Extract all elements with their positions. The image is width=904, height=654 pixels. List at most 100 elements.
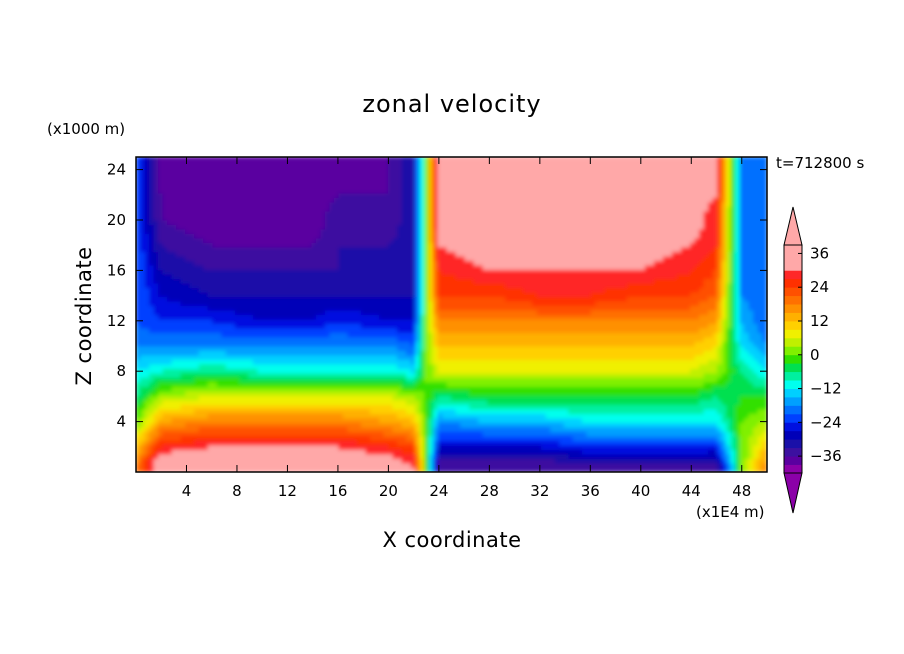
heatmap-cell (275, 372, 281, 378)
heatmap-cell (595, 458, 601, 464)
heatmap-cell (671, 458, 678, 464)
heatmap-cell (514, 345, 520, 351)
heatmap-cell (559, 327, 565, 333)
heatmap-cell (446, 332, 452, 338)
heatmap-cell (721, 399, 727, 405)
heatmap-cell (572, 417, 579, 423)
heatmap-cell (446, 440, 452, 446)
heatmap-cell (572, 386, 579, 392)
heatmap-cell (293, 309, 299, 315)
heatmap-cell (500, 309, 506, 315)
heatmap-cell (617, 327, 624, 333)
heatmap-cell (595, 404, 601, 410)
heatmap-cell (622, 399, 628, 405)
heatmap-cell (613, 462, 619, 468)
heatmap-cell (297, 359, 304, 365)
heatmap-cell (451, 399, 457, 405)
heatmap-cell (338, 309, 344, 315)
heatmap-cell (136, 390, 141, 396)
heatmap-cell (410, 444, 416, 450)
heatmap-cell (757, 354, 763, 360)
heatmap-cell (397, 395, 403, 401)
heatmap-cell (388, 309, 394, 315)
heatmap-cell (257, 453, 263, 459)
heatmap-cell (320, 377, 326, 383)
heatmap-cell (419, 431, 425, 437)
heatmap-cell (717, 368, 723, 374)
heatmap-cell (658, 399, 664, 405)
heatmap-cell (698, 323, 705, 329)
heatmap-cell (243, 404, 250, 410)
heatmap-cell (617, 458, 624, 464)
heatmap-cell (487, 408, 493, 414)
heatmap-cell (622, 327, 628, 333)
heatmap-cell (532, 462, 538, 468)
heatmap-cell (275, 426, 281, 432)
heatmap-cell (167, 431, 173, 437)
heatmap-cell (198, 372, 205, 378)
heatmap-cell (487, 309, 493, 315)
heatmap-cell (401, 309, 407, 315)
heatmap-cell (446, 341, 452, 347)
heatmap-cell (455, 327, 461, 333)
heatmap-cell (401, 345, 407, 351)
heatmap-cell (735, 435, 741, 441)
heatmap-cell (658, 422, 664, 428)
heatmap-cell (189, 368, 195, 374)
heatmap-cell (185, 404, 191, 410)
heatmap-cell (635, 350, 642, 356)
time-label: t=712800 s (776, 154, 864, 172)
heatmap-cell (748, 449, 754, 455)
heatmap-cell (604, 354, 610, 360)
heatmap-cell (586, 359, 592, 365)
heatmap-cell (622, 332, 628, 338)
heatmap-cell (406, 314, 412, 320)
heatmap-cell (658, 440, 664, 446)
heatmap-cell (635, 458, 642, 464)
heatmap-cell (158, 426, 164, 432)
heatmap-cell (451, 467, 457, 472)
heatmap-cell (595, 332, 601, 338)
heatmap-cell (374, 413, 380, 419)
heatmap-cell (320, 444, 326, 450)
heatmap-cell (505, 314, 511, 320)
heatmap-cell (315, 327, 322, 333)
heatmap-cell (162, 318, 168, 324)
heatmap-cell (243, 363, 250, 369)
heatmap-cell (500, 354, 506, 360)
heatmap-cell (203, 309, 209, 315)
heatmap-cell (676, 449, 682, 455)
heatmap-cell (608, 453, 615, 459)
heatmap-cell (324, 323, 331, 329)
heatmap-cell (617, 449, 624, 455)
heatmap-cell (451, 404, 457, 410)
heatmap-cell (469, 413, 475, 419)
heatmap-cell (608, 426, 615, 432)
heatmap-cell (509, 314, 515, 320)
heatmap-cell (545, 368, 552, 374)
heatmap-cell (721, 318, 727, 324)
heatmap-cell (478, 377, 484, 383)
heatmap-cell (496, 363, 502, 369)
heatmap-cell (653, 408, 660, 414)
heatmap-cell (248, 390, 254, 396)
heatmap-cell (464, 404, 470, 410)
heatmap-cell (698, 462, 705, 468)
heatmap-cell (257, 462, 263, 468)
heatmap-cell (635, 408, 642, 414)
heatmap-cell (221, 386, 227, 392)
heatmap-cell (753, 318, 759, 324)
heatmap-cell (342, 309, 349, 315)
heatmap-cell (333, 413, 340, 419)
heatmap-cell (653, 449, 660, 455)
heatmap-cell (532, 426, 538, 432)
heatmap-cell (239, 309, 245, 315)
heatmap-cell (324, 426, 331, 432)
heatmap-cell (221, 404, 227, 410)
heatmap-cell (306, 314, 313, 320)
heatmap-cell (225, 345, 232, 351)
heatmap-cell (406, 435, 412, 441)
heatmap-cell (712, 314, 718, 320)
heatmap-cell (532, 372, 538, 378)
heatmap-cell (266, 408, 272, 414)
